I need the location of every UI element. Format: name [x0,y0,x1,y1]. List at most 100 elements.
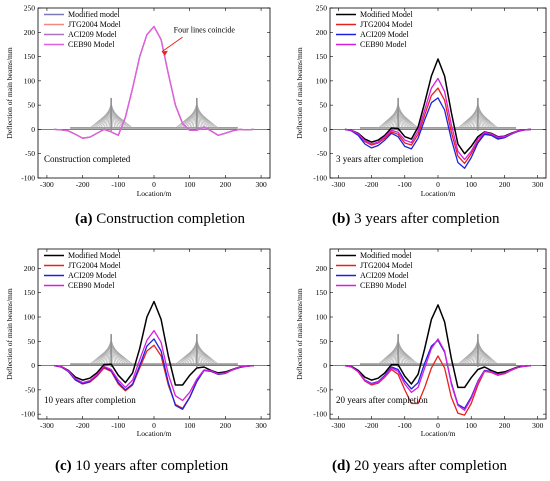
x-tick-label: -300 [40,421,54,430]
y-tick-label: 50 [320,337,328,346]
inner-note: 10 years after completion [44,395,136,405]
panel-caption-a: (a) Construction completion [75,211,245,227]
chart-panel-b: -300 -200 -100 0 100 200 300 -100 -50 0 50 100 150 20… [295,4,547,198]
x-tick-label: 0 [436,180,440,189]
bridge-tower-left [377,97,419,131]
x-axis-label: Location/m [421,189,456,198]
legend-label: Modified model [68,10,121,19]
y-axis-label: Deflection of main beams/mm [5,288,14,380]
series-line-3 [344,97,532,169]
annotation-arrow [161,36,183,53]
y-tick-label: 250 [316,4,328,13]
bridge-tower-left [89,97,133,131]
legend-label: Modified model [360,251,413,260]
x-tick-label: 200 [499,421,511,430]
inner-note: 3 years after completion [336,154,424,164]
x-tick-label: -300 [331,421,345,430]
bridge-tower-right [175,97,219,131]
x-tick-label: -100 [111,180,125,189]
chart-panel-c: -300 -200 -100 0 100 200 300 -100 -50 0 50 100 150 20… [5,248,271,438]
y-tick-label: 150 [24,52,36,61]
plot-frame [329,7,547,179]
y-tick-label: 200 [24,28,36,37]
annotation-text: Four lines coincide [174,25,236,34]
x-tick-label: -300 [40,180,54,189]
chart-panel-d: -300 -200 -100 0 100 200 300 -100 -50 0 50 100 150 20… [295,248,547,438]
x-tick-label: 0 [152,421,156,430]
caption-letter: (c) [55,458,72,474]
y-tick-label: 250 [24,4,36,13]
plot-frame [37,7,271,179]
legend-label: ACI209 Model [360,271,409,280]
caption-letter: (d) [332,458,350,474]
y-axis-label: Deflection of main beams/mm [295,288,304,380]
x-axis-label: Location/m [137,189,172,198]
x-tick-label: -200 [76,180,90,189]
legend-label: CEB90 Model [68,40,115,49]
series-line-1 [344,304,532,389]
y-tick-label: 0 [31,361,35,370]
bridge-tower-left [89,334,133,368]
x-tick-label: -100 [111,421,125,430]
y-tick-label: 200 [316,264,328,273]
legend-label: JTG2004 Model [360,20,413,29]
x-tick-label: 100 [466,180,478,189]
bridge-tower-right [175,334,219,368]
y-tick-label: 200 [316,28,328,37]
series-line-4 [344,77,532,161]
y-tick-label: 200 [24,264,36,273]
inner-note: 20 years after completion [336,395,428,405]
y-tick-label: 100 [316,76,328,85]
x-tick-label: -100 [398,180,412,189]
x-tick-label: -200 [365,180,379,189]
legend-label: CEB90 Model [360,281,407,290]
legend-label: ACI209 Model [360,30,409,39]
y-tick-label: -100 [313,174,327,183]
x-tick-label: -200 [365,421,379,430]
series-line-4 [344,338,532,411]
series-line-1 [54,300,254,386]
legend-label: JTG2004 Model [68,20,121,29]
legend-label: CEB90 Model [68,281,115,290]
series-line-2 [344,87,532,165]
plot-frame [329,248,547,420]
caption-letter: (b) [332,211,350,227]
annotation-arrow-head [161,50,168,56]
caption-letter: (a) [75,211,93,227]
y-tick-label: 0 [323,125,327,134]
y-tick-label: -100 [21,410,35,419]
y-tick-label: -50 [25,385,35,394]
chart-panel-a: -300 -200 -100 0 100 200 300 -100 -50 0 50 100 150 20… [5,4,271,198]
y-tick-label: -50 [317,149,327,158]
inner-note: Construction completed [44,154,131,164]
y-tick-label: 0 [323,361,327,370]
x-axis-label: Location/m [137,429,172,438]
y-tick-label: 50 [28,101,36,110]
x-tick-label: 100 [184,421,196,430]
caption-text: 10 years after completion [72,458,229,474]
series-line-4 [54,329,254,402]
x-tick-label: 200 [220,421,232,430]
y-tick-label: 50 [28,337,36,346]
x-tick-label: 100 [466,421,478,430]
y-tick-label: 100 [316,313,328,322]
x-axis-label: Location/m [421,429,456,438]
x-tick-label: -200 [76,421,90,430]
bridge-tower-right [457,97,499,131]
legend-label: Modified Model [360,10,413,19]
x-tick-label: 100 [184,180,196,189]
x-tick-label: 300 [255,180,267,189]
y-tick-label: 150 [316,288,328,297]
bridge-tower-right [457,334,499,368]
y-tick-label: 0 [31,125,35,134]
x-tick-label: 0 [152,180,156,189]
legend-label: ACI209 Model [68,271,117,280]
legend-label: CEB90 Model [360,40,407,49]
panel-caption-b: (b) 3 years after completion [332,211,500,227]
x-tick-label: 200 [220,180,232,189]
caption-text: 20 years after completion [350,458,507,474]
y-tick-label: -50 [25,149,35,158]
y-axis-label: Deflection of main beams/mm [295,47,304,139]
y-tick-label: -100 [313,410,327,419]
